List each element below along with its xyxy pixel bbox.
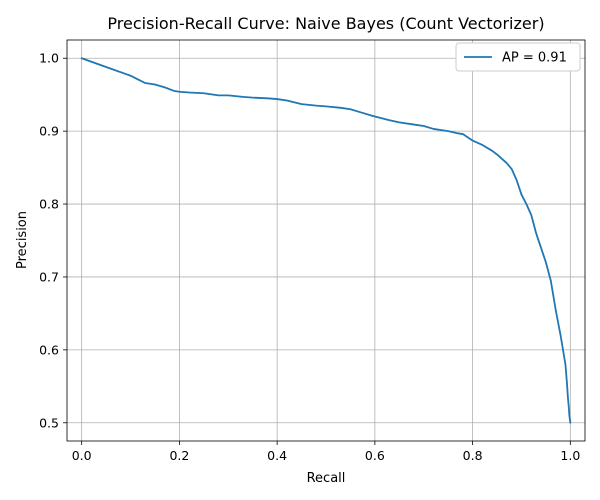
y-axis-label: Precision — [15, 211, 30, 269]
x-axis-label: Recall — [307, 471, 346, 486]
y-axis-ticks: 0.5 0.6 0.7 0.8 0.9 1.0 — [39, 51, 67, 430]
plot-area-frame — [66, 39, 586, 442]
legend-box — [455, 42, 581, 72]
y-tick-label: 0.9 — [39, 124, 59, 139]
y-tick-label: 0.8 — [39, 197, 59, 212]
grid-lines — [67, 40, 585, 441]
x-tick-label: 0.0 — [72, 448, 92, 463]
y-tick-label: 0.5 — [39, 415, 59, 430]
x-tick-label: 0.8 — [463, 448, 483, 463]
x-axis-ticks: 0.0 0.2 0.4 0.6 0.8 1.0 — [72, 441, 580, 463]
x-tick-label: 1.0 — [560, 448, 580, 463]
legend: AP = 0.91 — [455, 42, 581, 72]
y-tick-label: 0.7 — [39, 269, 59, 284]
x-tick-label: 0.4 — [267, 448, 287, 463]
x-tick-label: 0.6 — [365, 448, 385, 463]
x-tick-label: 0.2 — [169, 448, 189, 463]
pr-curve-line — [80, 57, 572, 424]
chart-title: Precision-Recall Curve: Naive Bayes (Cou… — [107, 14, 544, 33]
y-tick-label: 0.6 — [39, 342, 59, 357]
series-layer — [80, 57, 572, 424]
legend-entry-label: AP = 0.91 — [502, 51, 567, 66]
y-tick-label: 1.0 — [39, 51, 59, 66]
